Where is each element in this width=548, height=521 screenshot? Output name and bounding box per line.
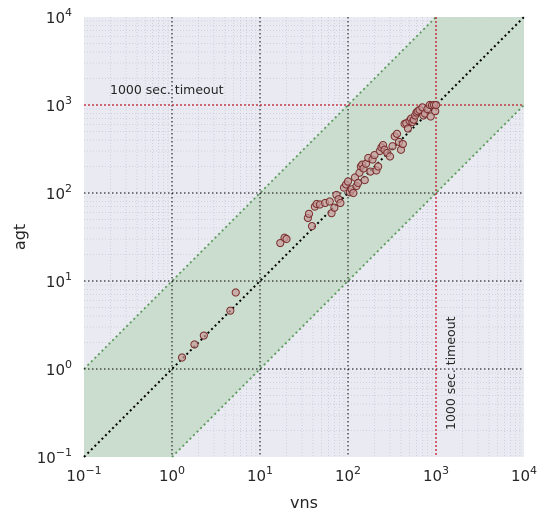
data-point [431,100,441,110]
y-tick-label: 10−1 [37,446,72,467]
data-point [349,188,358,198]
data-point [190,340,199,349]
y-tick-label: 103 [46,94,72,115]
data-point [276,238,285,248]
data-point [370,150,379,160]
data-point [282,234,291,244]
data-point [307,222,317,231]
horizontal-timeout-label: 1000 sec. timeout [110,82,224,97]
x-tick-label: 102 [335,464,361,485]
data-point [385,152,395,161]
x-tick-label: 103 [423,464,449,485]
data-point [231,288,240,297]
x-tick-labels: 10−1 100 101 102 103 104 [66,464,537,485]
data-point [403,124,413,133]
x-axis-label: vns [290,493,318,512]
y-tick-label: 104 [46,6,72,27]
vertical-timeout-label: 1000 sec. timeout [443,316,458,430]
data-point [398,139,407,149]
data-points [177,100,441,362]
data-point [304,209,314,218]
data-point [426,112,435,121]
y-tick-labels: 10−1 100 101 102 103 104 [37,6,72,467]
x-tick-label: 104 [511,464,537,485]
y-axis-label: agt [10,224,29,250]
timeout-lines [84,17,524,457]
data-point [325,197,334,206]
data-point [343,177,353,186]
data-point [336,198,345,208]
diagonal-line [83,16,525,458]
x-tick-label: 101 [247,464,273,485]
data-point [199,331,208,340]
data-point [360,176,369,185]
y-tick-label: 101 [46,270,72,291]
x-tick-label: 10−1 [66,464,101,485]
x-tick-label: 100 [159,464,185,485]
data-point [353,178,363,188]
data-point [374,162,383,171]
y-tick-label: 102 [46,182,72,203]
y-tick-label: 100 [46,358,72,379]
data-point [392,129,402,138]
data-point [388,142,397,151]
data-point [226,306,235,315]
data-point [177,353,187,362]
diagonal-y-equals-x [83,16,525,458]
data-point [330,203,339,212]
